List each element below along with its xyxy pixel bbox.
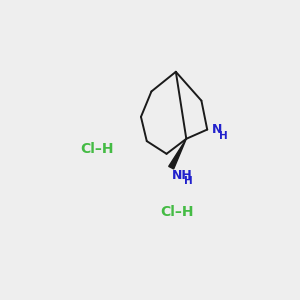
Text: H: H xyxy=(184,176,193,186)
Text: Cl–H: Cl–H xyxy=(80,142,114,156)
Text: N: N xyxy=(212,123,222,136)
Text: Cl–H: Cl–H xyxy=(161,205,194,219)
Text: NH: NH xyxy=(172,169,193,182)
Polygon shape xyxy=(169,139,186,169)
Text: H: H xyxy=(219,131,228,141)
